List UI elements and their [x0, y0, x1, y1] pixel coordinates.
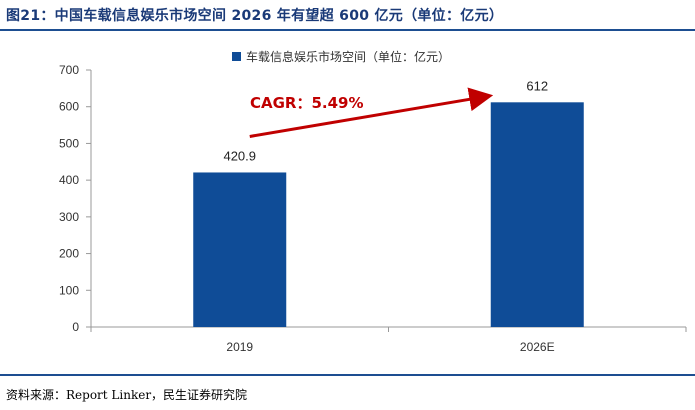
- data-labels: 420.9 612: [223, 78, 548, 163]
- y-tick-label: 200: [59, 247, 79, 261]
- bottom-rule: [0, 374, 695, 376]
- legend-swatch: [232, 52, 241, 61]
- y-tick-label: 0: [72, 320, 79, 334]
- legend: 车载信息娱乐市场空间（单位：亿元）: [232, 49, 450, 64]
- x-tick-label: 2019: [226, 340, 253, 354]
- x-tick-label: 2026E: [520, 340, 555, 354]
- x-axis: 2019 2026E: [90, 326, 687, 354]
- y-tick-label: 500: [59, 136, 79, 150]
- y-tick-label: 400: [59, 173, 79, 187]
- bar-2019: [193, 172, 287, 327]
- bars: [193, 102, 584, 328]
- y-tick-label: 100: [59, 283, 79, 297]
- y-tick-label: 600: [59, 100, 79, 114]
- source-note: 资料来源：Report Linker，民生证券研究院: [6, 388, 248, 402]
- cagr-arrow: [249, 87, 494, 138]
- top-rule: [0, 29, 695, 31]
- y-tick-label: 300: [59, 210, 79, 224]
- bar-2026e: [490, 102, 584, 328]
- cagr-label: CAGR：5.49%: [250, 94, 364, 112]
- y-tick-label: 700: [59, 63, 79, 77]
- figure-title: 图21：中国车载信息娱乐市场空间 2026 年有望超 600 亿元（单位：亿元）: [6, 8, 504, 24]
- legend-label: 车载信息娱乐市场空间（单位：亿元）: [246, 49, 450, 64]
- data-label-2026e: 612: [526, 78, 548, 93]
- cagr-annotation: CAGR：5.49%: [249, 87, 494, 138]
- y-axis: 0 100 200 300 400 500 600 700: [59, 63, 92, 334]
- data-label-2019: 420.9: [223, 148, 256, 163]
